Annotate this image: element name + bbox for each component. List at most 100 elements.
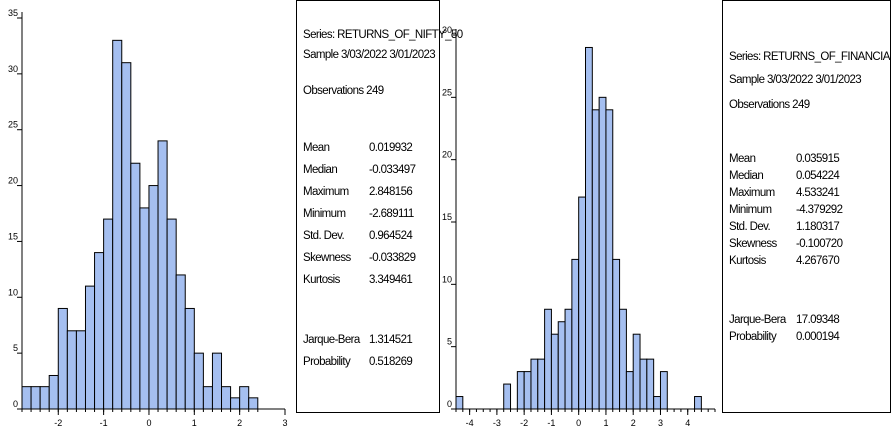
histogram-bar [503, 383, 512, 410]
stat-value: 3.349461 [369, 274, 413, 286]
x-tick-label: -1 [100, 418, 108, 428]
histogram-bar [571, 258, 580, 410]
x-tick-label: 3 [658, 418, 663, 428]
histogram-bar [184, 307, 195, 410]
stats-box-nifty-50: Series: RETURNS_OF_NIFTY_50 Sample 3/03/… [296, 0, 463, 413]
x-tick-label: 1 [192, 418, 197, 428]
stat-label: Maximum [303, 186, 349, 198]
stat-value: -2.689111 [369, 208, 414, 220]
stat-label: Std. Dev. [303, 230, 345, 242]
y-tick-label: 15 [8, 231, 18, 241]
y-tick-label: 25 [8, 120, 18, 130]
stats-series-line: Series: RETURNS_OF_FINANCIAL_SE [729, 51, 891, 63]
stat-value: 4.267670 [796, 255, 840, 267]
stats-observations-line: Observations 249 [729, 99, 810, 111]
histogram-bar [591, 109, 600, 410]
stat-label: Jarque-Bera [303, 334, 360, 346]
histogram-bar [625, 371, 634, 410]
histogram-bar [175, 274, 186, 410]
histogram-bar [585, 46, 593, 410]
histogram-bar [455, 396, 464, 410]
x-tick-label: 1 [603, 418, 608, 428]
stat-value: 1.314521 [369, 334, 413, 346]
stats-sample-line: Sample 3/03/2022 3/01/2023 [303, 49, 436, 61]
histogram-bar [248, 397, 259, 410]
histogram-bar [39, 386, 50, 410]
histogram-bar [564, 308, 573, 410]
y-tick-label: 5 [13, 343, 18, 353]
histogram-bar [130, 162, 141, 410]
stat-value: -0.100720 [796, 238, 843, 250]
histogram-bar [239, 386, 250, 410]
stat-value: 2.848156 [369, 186, 413, 198]
y-tick-label: 10 [8, 287, 18, 297]
x-tick-label: 3 [282, 418, 287, 428]
histogram-bar [103, 218, 114, 410]
histogram-bar [211, 352, 223, 410]
stat-label: Skewness [729, 238, 777, 250]
x-tick-label: 4 [685, 418, 690, 428]
x-tick-label: 0 [576, 418, 581, 428]
histogram-bar [94, 252, 105, 410]
histogram-bar [659, 371, 668, 410]
histogram-bar [632, 333, 641, 410]
histogram-bar [537, 358, 546, 410]
y-tick-label: 30 [8, 64, 18, 74]
histogram-bar [66, 330, 77, 410]
y-tick-label: 20 [442, 150, 452, 160]
histogram-bar [550, 333, 559, 410]
stat-label: Maximum [729, 187, 775, 199]
histogram-bar [557, 321, 566, 410]
histogram-bar [148, 185, 159, 410]
stats-observations-line: Observations 249 [303, 85, 384, 97]
stat-value: 0.054224 [796, 170, 840, 182]
stat-label: Minimum [729, 204, 772, 216]
stat-label: Kurtosis [729, 255, 766, 267]
histogram-bar [221, 386, 232, 410]
y-tick-label: 0 [13, 399, 18, 409]
histogram-bar [694, 396, 702, 410]
y-tick-label: 5 [447, 337, 452, 347]
histogram-bar [598, 96, 607, 410]
histogram-bar [21, 386, 32, 410]
y-tick-label: 25 [442, 87, 452, 97]
x-tick-label: -4 [466, 418, 474, 428]
stat-value: 0.518269 [369, 356, 413, 368]
stat-label: Probability [729, 331, 777, 343]
stat-label: Skewness [303, 252, 351, 264]
histogram-bar [157, 140, 168, 410]
histogram-bar [605, 109, 614, 410]
x-tick-label: -2 [54, 418, 62, 428]
histogram-bar [112, 39, 123, 410]
histogram-nifty-50: 0 5 10 15 20 25 30 35 -2 -1 0 1 2 3 [8, 8, 288, 428]
stat-value: 4.533241 [796, 187, 840, 199]
stat-value: 17.09348 [796, 314, 840, 326]
histogram-bar [523, 371, 532, 410]
stat-label: Std. Dev. [729, 221, 771, 233]
stat-value: -0.033497 [369, 164, 416, 176]
histogram-bar [121, 62, 132, 410]
stat-value: 0.000194 [796, 331, 840, 343]
histogram-bar [202, 386, 213, 410]
histogram-bar [530, 358, 539, 410]
x-tick-label: -3 [493, 418, 501, 428]
histogram-bar [166, 218, 177, 410]
histogram-bar [48, 374, 59, 410]
y-tick-label: 0 [447, 399, 452, 409]
x-tick-label: 2 [237, 418, 242, 428]
y-tick-label: 15 [442, 212, 452, 222]
stat-value: 1.180317 [796, 221, 840, 233]
stat-label: Minimum [303, 208, 346, 220]
stat-value: -4.379292 [796, 204, 843, 216]
x-tick-label: -1 [547, 418, 555, 428]
y-tick-label: 30 [442, 25, 452, 35]
histogram-bar [646, 358, 655, 410]
stat-label: Probability [303, 356, 351, 368]
stat-value: 0.019932 [369, 142, 413, 154]
x-tick-label: -2 [520, 418, 528, 428]
stat-value: 0.964524 [369, 230, 413, 242]
histogram-bar [516, 371, 525, 410]
histogram-bar [30, 386, 41, 410]
histogram-bar [612, 258, 621, 410]
x-tick-label: 2 [631, 418, 636, 428]
